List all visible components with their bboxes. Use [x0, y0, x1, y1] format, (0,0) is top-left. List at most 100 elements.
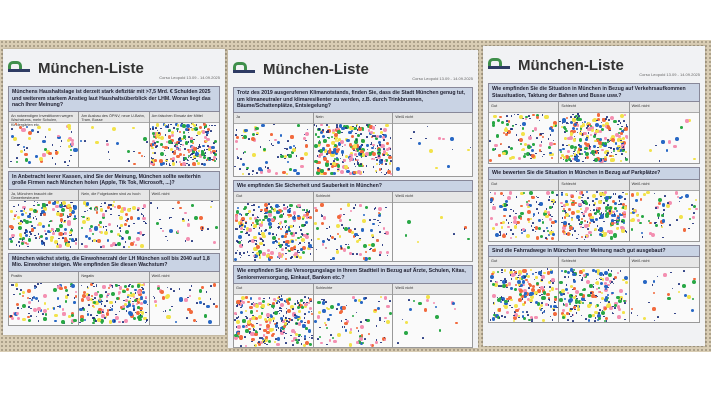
sticker-dot — [693, 277, 696, 280]
sticker-dot — [379, 134, 383, 138]
sticker-dot — [592, 200, 595, 202]
sticker-dot — [118, 286, 123, 290]
answer-option: Positiv — [9, 271, 80, 325]
sticker-dot — [299, 242, 301, 245]
sticker-dot — [202, 156, 206, 160]
sticker-dot — [318, 335, 322, 339]
sticker-dot — [661, 140, 665, 144]
sticker-dot — [340, 310, 343, 313]
sticker-dots — [393, 295, 472, 347]
sticker-dot — [519, 114, 524, 119]
sticker-dot — [132, 305, 135, 308]
sticker-dot — [37, 130, 40, 133]
sticker-dot — [184, 141, 189, 145]
sticker-dot — [595, 281, 600, 285]
sticker-dot — [544, 302, 548, 306]
sticker-dots — [559, 190, 629, 241]
sticker-dot — [249, 331, 251, 334]
question-block: In Anbetracht leerer Kassen, sind Sie de… — [8, 170, 220, 250]
sticker-dot — [525, 274, 528, 277]
sticker-dot — [426, 125, 429, 128]
sticker-dot — [128, 225, 130, 227]
sticker-dot — [297, 243, 300, 246]
sticker-dot — [291, 319, 293, 321]
sticker-dot — [505, 279, 507, 282]
sticker-dot — [620, 132, 623, 135]
sticker-dot — [252, 153, 257, 158]
sticker-dot — [248, 327, 251, 331]
sticker-dot — [325, 130, 328, 133]
sticker-dot — [511, 128, 513, 130]
sticker-dot — [308, 297, 312, 301]
sticker-dot — [578, 144, 581, 146]
sticker-dot — [272, 298, 276, 302]
sticker-dot — [493, 114, 497, 119]
sticker-dot — [576, 160, 579, 163]
sticker-dot — [283, 337, 286, 340]
sticker-dot — [519, 217, 522, 220]
sticker-dot — [571, 308, 573, 310]
sticker-dot — [286, 230, 289, 232]
sticker-dot — [572, 279, 577, 284]
sticker-dot — [489, 158, 493, 162]
sticker-dot — [160, 136, 164, 141]
sticker-dot — [255, 218, 260, 223]
sticker-dot — [285, 317, 287, 320]
sticker-dot — [368, 243, 372, 247]
sticker-dot — [575, 153, 578, 156]
sticker-dot — [491, 227, 495, 231]
sticker-dot — [249, 305, 253, 310]
sticker-dot — [318, 139, 321, 142]
sticker-dot — [327, 136, 329, 139]
sticker-dot — [579, 126, 583, 130]
sticker-dot — [21, 221, 24, 223]
sticker-dot — [235, 134, 237, 136]
sticker-dot — [326, 159, 330, 163]
sticker-dot — [152, 163, 155, 166]
sticker-dot — [693, 157, 696, 161]
sticker-dot — [118, 292, 121, 295]
sticker-dot — [297, 322, 301, 326]
sticker-dot — [73, 301, 76, 304]
sticker-dot — [244, 128, 248, 133]
sticker-dot — [595, 128, 598, 131]
sticker-dot — [561, 229, 565, 233]
sticker-dot — [375, 156, 377, 159]
sticker-dot — [16, 307, 19, 309]
sticker-dot — [280, 153, 282, 156]
sticker-dot — [605, 320, 608, 322]
sticker-dot — [625, 135, 629, 138]
sticker-dot — [660, 225, 663, 227]
sticker-dot — [499, 232, 502, 235]
sticker-dot — [620, 203, 622, 205]
sticker-dot — [184, 157, 187, 160]
sticker-dot — [619, 289, 624, 293]
sticker-dot — [504, 269, 507, 272]
sticker-dot — [598, 129, 602, 134]
sticker-dot — [537, 212, 540, 214]
sticker-dot — [300, 343, 303, 346]
sticker-dot — [277, 156, 279, 158]
sticker-dot — [509, 215, 512, 217]
sticker-dot — [600, 234, 604, 238]
sticker-dot — [308, 306, 313, 311]
sticker-dot — [511, 155, 515, 160]
sticker-dot — [549, 289, 552, 292]
sticker-dot — [666, 293, 670, 297]
sticker-dot — [562, 147, 566, 151]
sticker-dot — [320, 213, 323, 216]
sticker-dot — [43, 207, 48, 212]
sticker-dot — [591, 194, 596, 199]
sticker-dot — [171, 207, 174, 210]
sticker-dot — [528, 199, 531, 203]
sticker-dot — [246, 166, 249, 170]
sticker-dot — [594, 217, 599, 222]
sticker-dot — [280, 227, 283, 230]
sticker-dot — [127, 208, 131, 212]
sticker-dot — [241, 219, 244, 222]
sticker-dot — [74, 294, 78, 298]
sticker-dots — [149, 200, 219, 249]
sticker-dot — [604, 319, 607, 322]
sticker-dot — [358, 148, 361, 150]
sticker-dot — [625, 231, 628, 233]
